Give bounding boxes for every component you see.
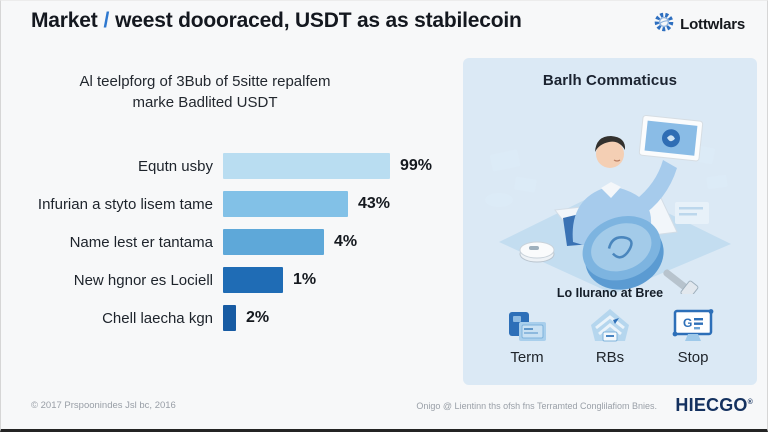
icon-label-term: Term bbox=[510, 349, 544, 366]
bar-label: Chell laecha kgn bbox=[102, 309, 213, 327]
chart-row: Name lest er tantama 4% bbox=[11, 229, 461, 255]
panel-icon-row: Term RBs bbox=[463, 308, 757, 366]
panel-title: Barlh Commaticus bbox=[542, 72, 678, 89]
bar-chart: Equtn usby 99% Infurian a styto lisem ta… bbox=[11, 153, 461, 343]
page-title: Market / weest doooraced, USDT as as stabi… bbox=[31, 9, 522, 33]
monitor-icon: G bbox=[670, 308, 716, 346]
bar-label: Infurian a styto lisem tame bbox=[37, 195, 213, 213]
panel-item-stop: G Stop bbox=[655, 308, 731, 366]
footer-copyright: © 2017 Prspoonindes Jsl bc, 2016 bbox=[31, 400, 176, 411]
brand-logo: Lottwlars bbox=[653, 11, 745, 38]
shield-house-icon bbox=[588, 308, 632, 346]
bar bbox=[223, 229, 324, 255]
bar-value: 43% bbox=[358, 195, 391, 212]
brand-name: Lottwlars bbox=[680, 16, 745, 33]
wallet-cards-icon bbox=[505, 308, 549, 346]
footer-brand-logo: HIECGO® bbox=[675, 395, 753, 416]
title-post: weest doooraced, USDT as as stabilecoin bbox=[115, 9, 522, 32]
bar-label: New hgnor es Lociell bbox=[73, 271, 213, 289]
chart-subtitle-line1: Al teelpforg of 3Bub of 5sitte repalfem bbox=[79, 73, 331, 90]
bar-value: 2% bbox=[246, 309, 270, 326]
right-panel: Barlh Commaticus bbox=[463, 58, 757, 385]
bar bbox=[223, 191, 348, 217]
panel-caption: Lo Ilurano at Bree bbox=[556, 286, 664, 300]
chart-row: Equtn usby 99% bbox=[11, 153, 461, 179]
chart-row: Chell laecha kgn 2% bbox=[11, 305, 461, 331]
chart-subtitle: Al teelpforg of 3Bub of 5sitte repalfem … bbox=[19, 71, 391, 113]
bar-value: 4% bbox=[334, 233, 358, 250]
icon-label-rbs: RBs bbox=[595, 349, 625, 366]
icon-label-stop: Stop bbox=[677, 349, 709, 366]
bar-label: Name lest er tantama bbox=[69, 233, 213, 251]
chart-row: Infurian a styto lisem tame 43% bbox=[11, 191, 461, 217]
panel-item-term: Term bbox=[489, 308, 565, 366]
bar bbox=[223, 153, 390, 179]
gear-icon bbox=[653, 11, 675, 38]
title-slash: / bbox=[103, 9, 110, 32]
bar bbox=[223, 305, 236, 331]
chart-subtitle-line2: marke Badlited USDT bbox=[132, 94, 278, 111]
chart-row: New hgnor es Lociell 1% bbox=[11, 267, 461, 293]
person-with-coin-illustration: HQT xvo bbox=[463, 94, 757, 300]
bar-value: 1% bbox=[293, 271, 317, 288]
title-pre: Market bbox=[31, 9, 98, 32]
bar-value: 99% bbox=[400, 157, 433, 174]
bar bbox=[223, 267, 283, 293]
svg-text:G: G bbox=[683, 316, 692, 330]
registered-mark: ® bbox=[747, 399, 753, 406]
footer-brand-text: HIECGO bbox=[675, 395, 748, 415]
bar-label: Equtn usby bbox=[137, 157, 213, 175]
footer-note: Onigo @ Lientinn ths ofsh fns Terramted … bbox=[416, 401, 657, 411]
panel-item-rbs: RBs bbox=[572, 308, 648, 366]
